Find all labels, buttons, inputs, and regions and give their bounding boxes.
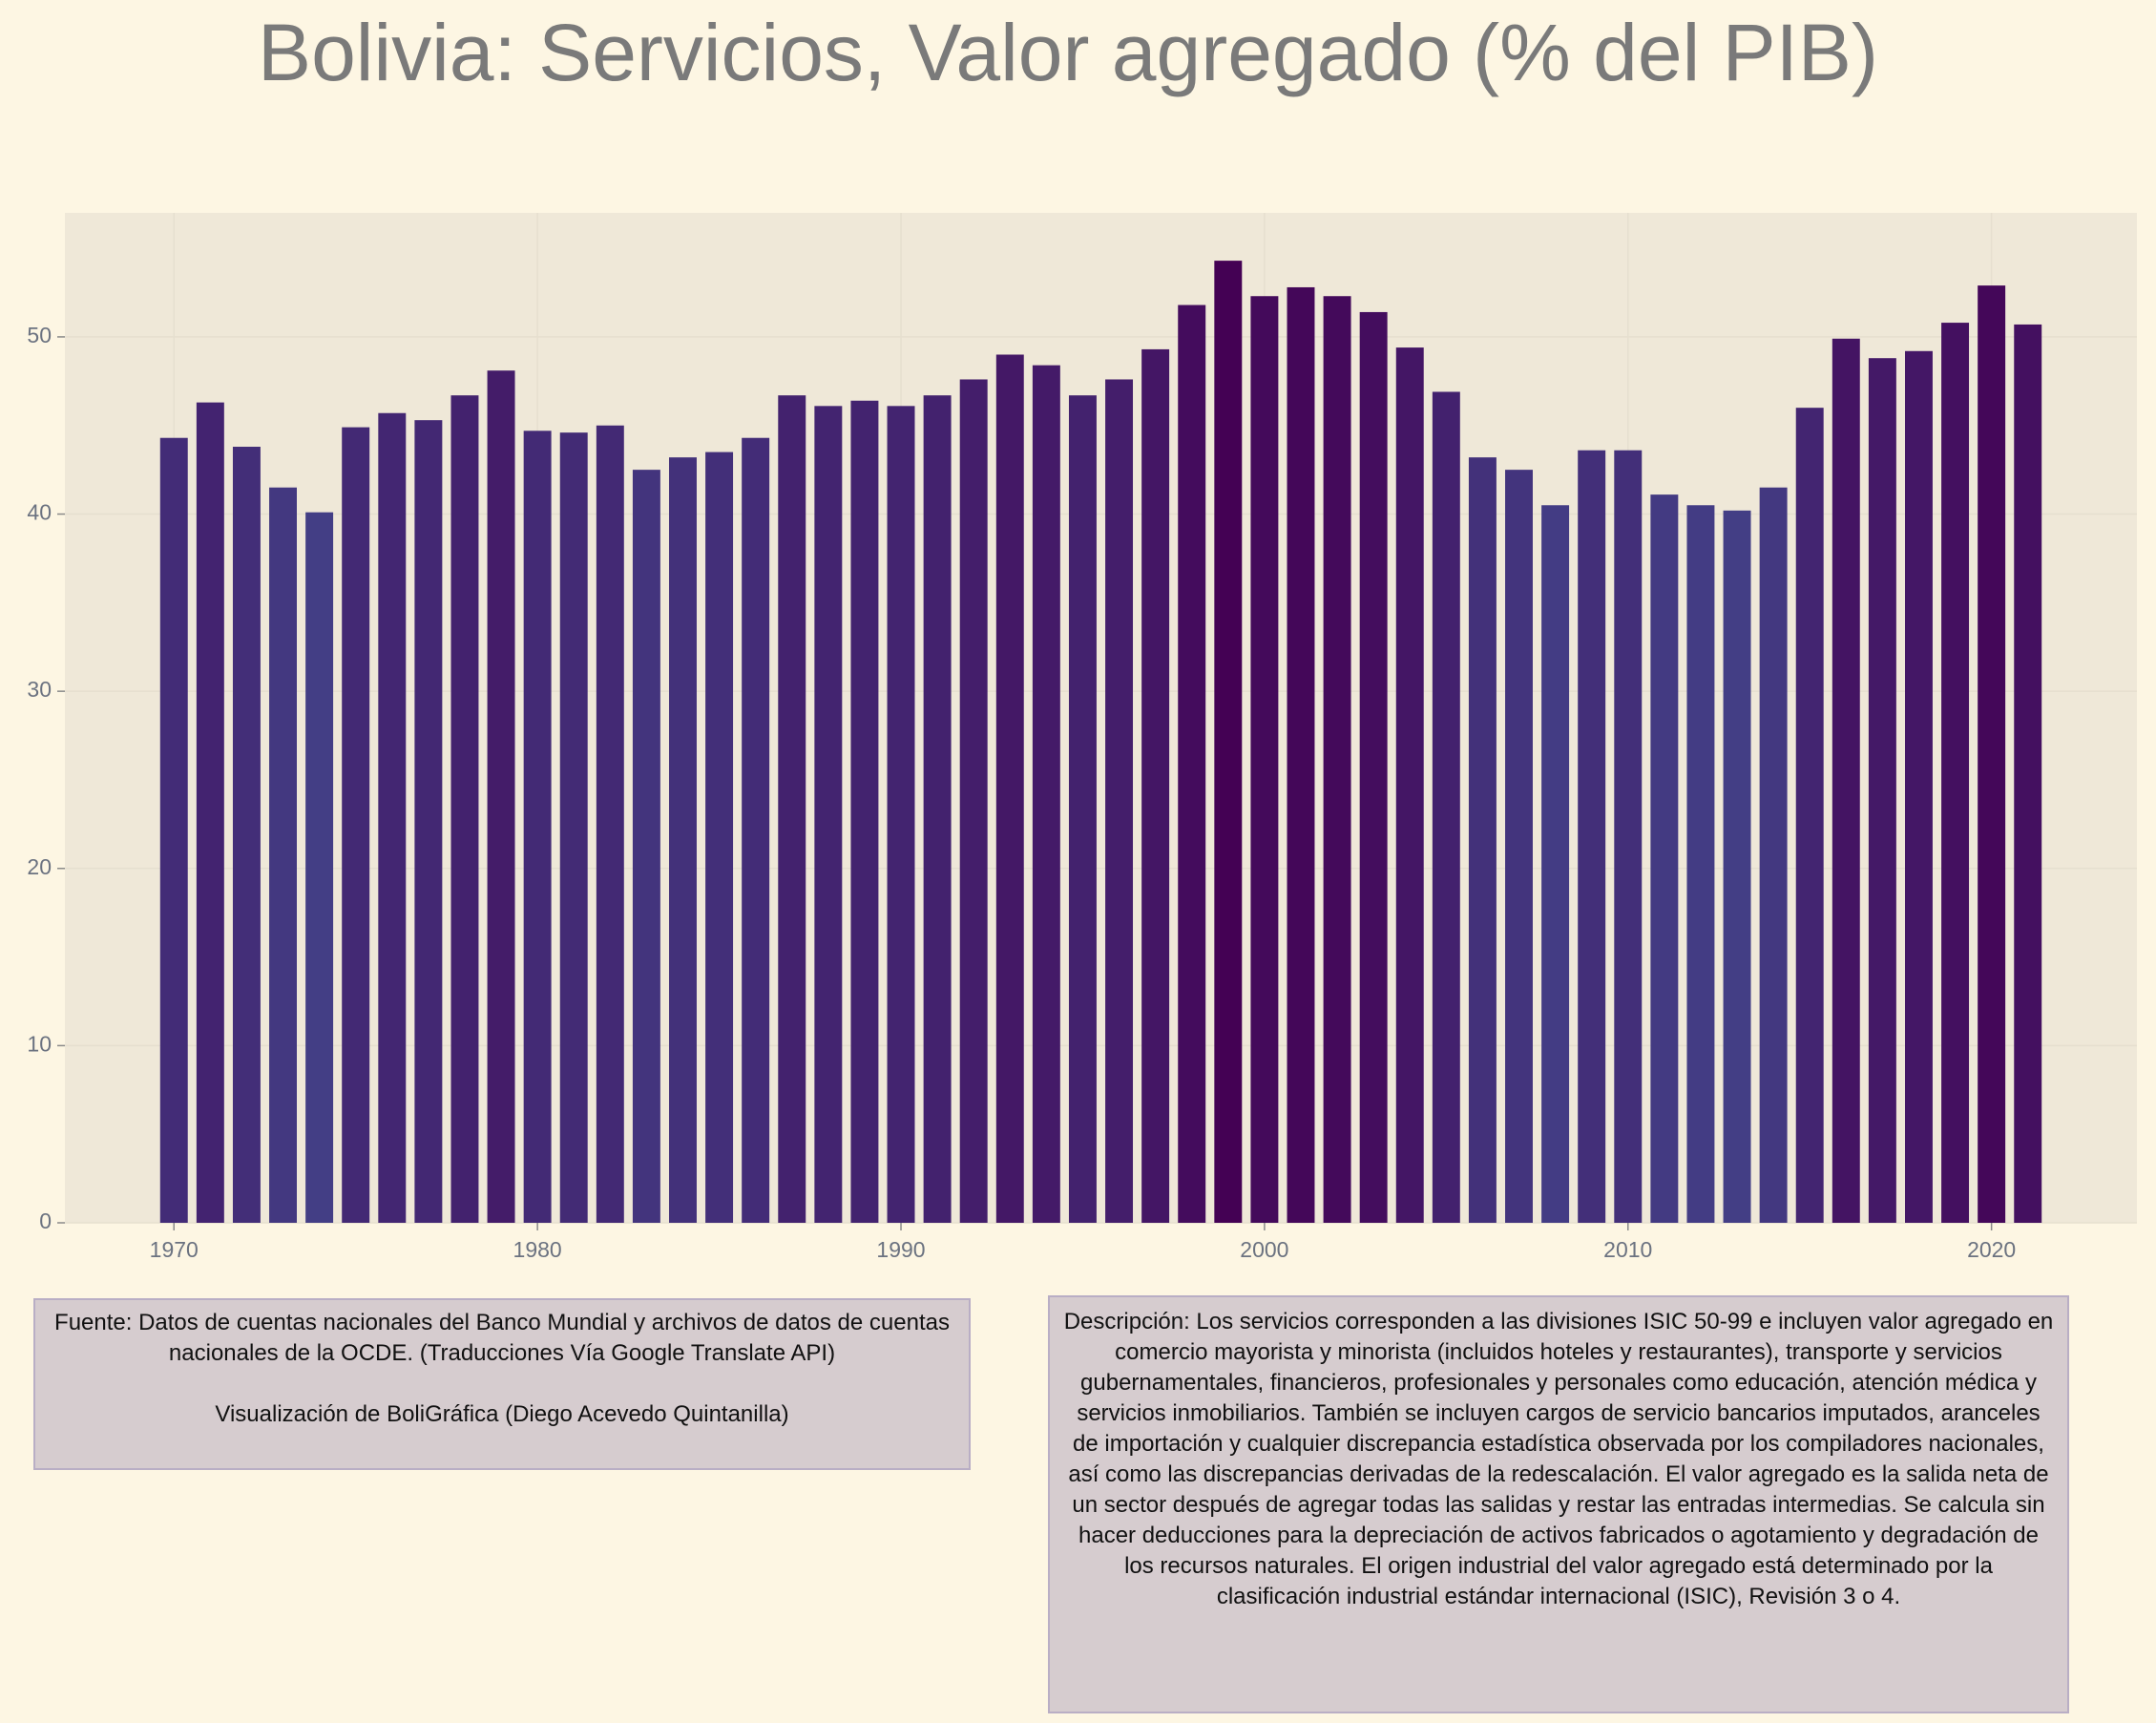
bar bbox=[1395, 347, 1424, 1224]
bar bbox=[159, 437, 188, 1223]
x-tick-label: 1990 bbox=[876, 1237, 925, 1262]
bar bbox=[1832, 338, 1860, 1223]
y-tick-label: 20 bbox=[27, 854, 52, 879]
bar bbox=[705, 452, 734, 1223]
bar bbox=[923, 395, 952, 1223]
bar bbox=[1941, 323, 1970, 1223]
bar bbox=[305, 512, 334, 1223]
bar bbox=[378, 412, 407, 1223]
bar bbox=[342, 427, 370, 1223]
bar bbox=[1541, 505, 1570, 1223]
bar bbox=[887, 406, 915, 1223]
bar bbox=[778, 395, 806, 1223]
bar bbox=[1214, 261, 1243, 1223]
bar bbox=[596, 425, 624, 1224]
bar bbox=[1505, 470, 1533, 1223]
bar bbox=[1468, 457, 1497, 1224]
chart-title: Bolivia: Servicios, Valor agregado (% de… bbox=[258, 8, 1878, 97]
bar bbox=[1905, 350, 1933, 1224]
plot-background bbox=[65, 213, 2137, 1223]
bar bbox=[850, 400, 879, 1224]
description-box: Descripción: Los servicios corresponden … bbox=[1048, 1295, 2069, 1713]
chart: Bolivia: Servicios, Valor agregado (% de… bbox=[27, 8, 2137, 1262]
bar bbox=[1287, 286, 1315, 1223]
bar bbox=[995, 354, 1024, 1224]
bar bbox=[1578, 450, 1606, 1224]
bar bbox=[1795, 408, 1824, 1224]
source-box: Fuente: Datos de cuentas nacionales del … bbox=[33, 1298, 971, 1470]
bar bbox=[1759, 487, 1788, 1223]
bar bbox=[196, 402, 224, 1223]
bar bbox=[1978, 285, 2006, 1223]
credit-text: Visualización de BoliGráfica (Diego Acev… bbox=[215, 1401, 789, 1427]
bar bbox=[669, 457, 697, 1224]
bar bbox=[1141, 348, 1170, 1223]
bar bbox=[414, 420, 443, 1223]
bar bbox=[1178, 305, 1206, 1223]
x-tick-label: 1970 bbox=[150, 1237, 199, 1262]
y-tick-label: 40 bbox=[27, 500, 52, 525]
bar bbox=[232, 447, 261, 1224]
description-text: Descripción: Los servicios corresponden … bbox=[1063, 1309, 2054, 1609]
bar bbox=[1614, 450, 1643, 1224]
x-tick-label: 2000 bbox=[1240, 1237, 1288, 1262]
bar bbox=[1032, 365, 1060, 1224]
y-tick-label: 30 bbox=[27, 677, 52, 702]
bar bbox=[2014, 324, 2042, 1223]
x-tick-label: 1980 bbox=[513, 1237, 562, 1262]
bar bbox=[559, 432, 588, 1224]
bar bbox=[959, 379, 988, 1224]
y-tick-label: 10 bbox=[27, 1031, 52, 1056]
bar bbox=[1359, 311, 1388, 1223]
y-tick-label: 0 bbox=[39, 1208, 52, 1233]
bar bbox=[1686, 505, 1715, 1223]
bar bbox=[523, 431, 552, 1223]
bar bbox=[269, 487, 297, 1223]
bar bbox=[814, 406, 843, 1223]
y-tick-label: 50 bbox=[27, 323, 52, 347]
bar bbox=[1068, 395, 1097, 1223]
x-tick-label: 2020 bbox=[1967, 1237, 2016, 1262]
source-text: Fuente: Datos de cuentas nacionales del … bbox=[54, 1310, 950, 1366]
bar bbox=[1868, 358, 1896, 1224]
bar bbox=[1432, 391, 1460, 1223]
bar bbox=[632, 470, 660, 1223]
bar bbox=[450, 395, 479, 1223]
bar bbox=[1723, 510, 1751, 1223]
bar bbox=[742, 437, 770, 1223]
bar bbox=[1105, 379, 1134, 1224]
bar bbox=[1250, 296, 1279, 1223]
x-tick-label: 2010 bbox=[1603, 1237, 1652, 1262]
bar bbox=[1650, 494, 1679, 1223]
bar bbox=[1323, 296, 1351, 1223]
bar bbox=[487, 370, 515, 1223]
